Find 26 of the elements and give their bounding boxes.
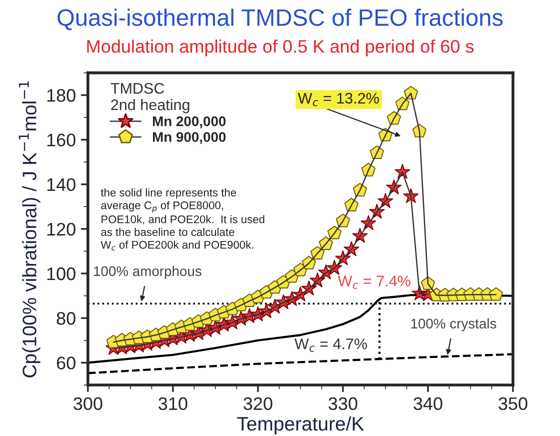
y-tick-label: 140 [47, 178, 76, 192]
x-tick-label: 340 [414, 397, 442, 410]
annotation: W$_{c}$ = 13.2% [298, 92, 379, 106]
x-axis-title: Temperature/K [237, 416, 364, 435]
y-tick-label: 60 [56, 356, 76, 370]
x-tick-label: 350 [498, 397, 528, 410]
chart-subtitle: Modulation amplitude of 0.5 K and period of 60 s [87, 40, 474, 56]
x-tick-label: 310 [158, 397, 188, 410]
y-tick-label: 100 [47, 267, 76, 280]
y-tick-label: 180 [47, 89, 76, 102]
x-tick-label: 330 [328, 397, 358, 410]
y-tick-label: 80 [56, 312, 76, 325]
x-tick-label: 320 [244, 397, 272, 410]
legend-label: Mn 200,000 [152, 116, 226, 128]
y-tick-label: 120 [47, 222, 76, 236]
x-tick-label: 300 [74, 397, 102, 410]
chart-title: Quasi-isothermal TMDSC of PEO fractions [58, 8, 503, 30]
annotation: W$_{c}$ = 4.7% [294, 338, 368, 352]
y-tick-label: 160 [47, 134, 76, 146]
y-axis-title: Cp(100% vibrational) / J K$^{−1}$mol$^{−1}$ [18, 81, 40, 378]
annotation: W$_{c}$ = 7.4% [338, 276, 410, 289]
text: the solid line represents the average C$_{p}$ of POE8000, POE10k, and POE20k. It is used as the baseline to calculate W$_{c}$ of POE200k and POE900k. [100, 188, 264, 251]
annotation: 100% crystals [411, 318, 496, 332]
legend-label: Mn 900,000 [152, 132, 226, 144]
annotation: 100% amorphous [94, 266, 202, 279]
legend-title: TMDSC 2nd heating [110, 82, 190, 114]
